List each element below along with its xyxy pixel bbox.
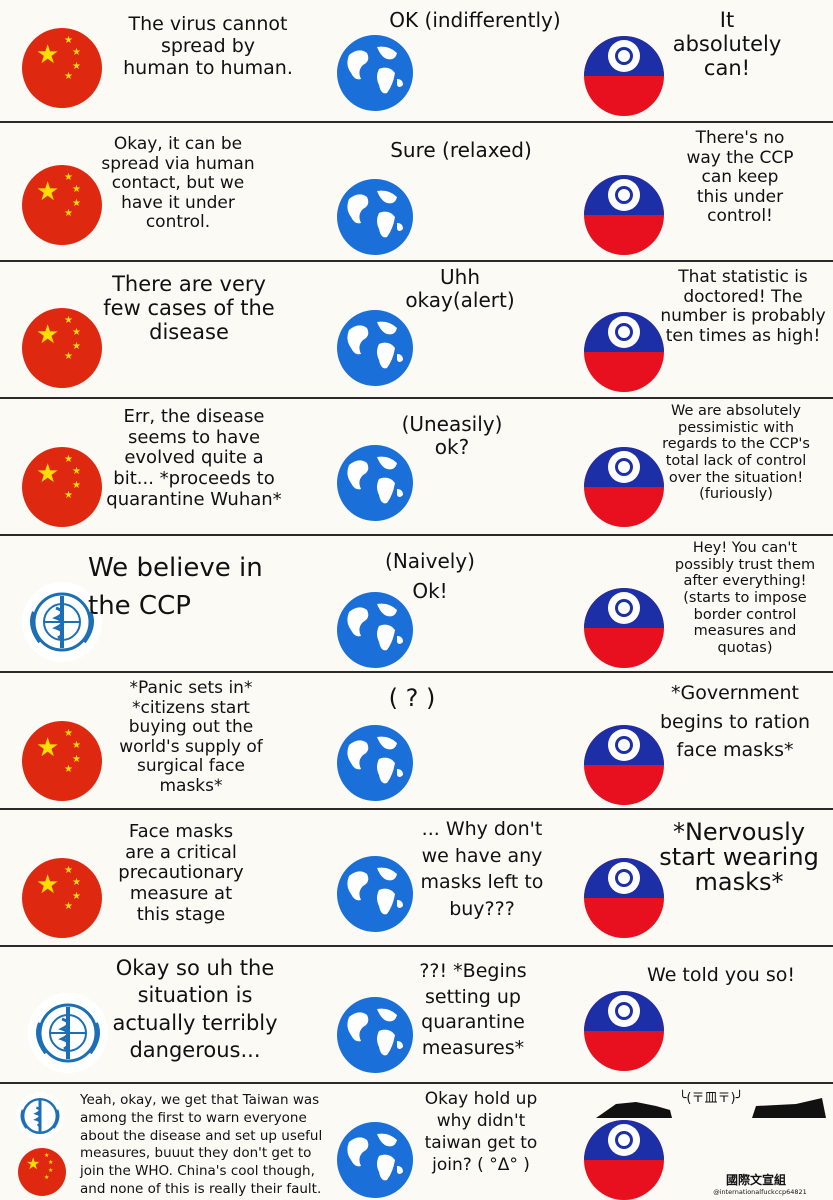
- who-speech: We believe in the CCP: [88, 553, 263, 621]
- china-flag-icon: ★ ★ ★ ★ ★: [22, 447, 102, 527]
- world-speech: Okay hold up why didn't taiwan get to jo…: [424, 1089, 538, 1176]
- watermark: 國際文宣組: [725, 1173, 786, 1187]
- taiwan-emote: ╰(〒皿〒)╯: [678, 1091, 744, 1106]
- china-flag-icon: ★ ★ ★ ★ ★: [22, 308, 102, 388]
- world-speech: Sure (relaxed): [390, 138, 532, 162]
- taiwan-speech: It absolutely can!: [672, 8, 782, 81]
- globe-icon: [337, 592, 413, 668]
- china-speech: *Panic sets in* *citizens start buying o…: [119, 678, 263, 796]
- china-flag-icon: ★ ★ ★ ★ ★: [22, 721, 102, 801]
- panel-9: ★ ★ ★ ★ ★ Yeah, okay, we get that Taiwan…: [0, 1082, 833, 1200]
- china-speech: Okay, it can be spread via human contact…: [101, 134, 255, 233]
- taiwan-speech: We are absolutely pessimistic with regar…: [662, 403, 810, 503]
- china-speech: The virus cannot spread by human to huma…: [123, 13, 293, 79]
- world-speech: OK (indifferently): [389, 8, 561, 32]
- taiwan-flag-icon: [584, 36, 664, 116]
- china-speech: There are very few cases of the disease: [103, 272, 275, 345]
- who-emblem-icon: [22, 582, 102, 662]
- globe-icon: [337, 310, 413, 386]
- taiwan-flag-icon: [584, 588, 664, 668]
- taiwan-flag-icon: [584, 991, 664, 1071]
- globe-icon: [337, 1122, 413, 1198]
- panel-6: ★ ★ ★ ★ ★ *Panic sets in* *citizens star…: [0, 671, 833, 808]
- taiwan-speech: We told you so!: [647, 964, 795, 986]
- china-flag-icon: ★ ★ ★ ★ ★: [18, 1148, 66, 1196]
- taiwan-flag-icon: [584, 725, 664, 805]
- globe-icon: [337, 997, 413, 1073]
- world-speech: ??! *Begins setting up quarantine measur…: [419, 960, 527, 1059]
- panel-5: We believe in the CCP (Naively) Ok! Hey!…: [0, 534, 833, 671]
- taiwan-flag-icon: [584, 858, 664, 938]
- who-emblem-icon: [28, 993, 108, 1073]
- who-speech: Okay so uh the situation is actually ter…: [112, 956, 278, 1062]
- panel-4: ★ ★ ★ ★ ★ Err, the disease seems to have…: [0, 397, 833, 534]
- china-flag-icon: ★ ★ ★ ★ ★: [22, 858, 102, 938]
- watermark-handle: @internationalfuckccp64821: [713, 1188, 807, 1196]
- china-speech: Err, the disease seems to have evolved q…: [106, 406, 282, 510]
- panel-3: ★ ★ ★ ★ ★ There are very few cases of th…: [0, 260, 833, 397]
- taiwan-speech: That statistic is doctored! The number i…: [660, 267, 826, 346]
- world-speech: Uhh okay(alert): [405, 265, 515, 312]
- globe-icon: [337, 725, 413, 801]
- panel-2: ★ ★ ★ ★ ★ Okay, it can be spread via hum…: [0, 121, 833, 260]
- taiwan-speech: *Government begins to ration face masks*: [659, 682, 811, 761]
- table-flip-shape: [596, 1098, 826, 1118]
- globe-icon: [337, 445, 413, 521]
- taiwan-speech: There's no way the CCP can keep this und…: [686, 128, 794, 227]
- globe-icon: [337, 179, 413, 255]
- panel-8: Okay so uh the situation is actually ter…: [0, 945, 833, 1082]
- world-speech: (Uneasily) ok?: [401, 412, 503, 459]
- taiwan-speech: *Nervously start wearing masks*: [659, 818, 819, 897]
- panel-7: ★ ★ ★ ★ ★ Face masks are a critical prec…: [0, 808, 833, 945]
- world-speech: ( ? ): [388, 684, 436, 712]
- taiwan-speech: Hey! You can't possibly trust them after…: [674, 540, 816, 657]
- panel-1: ★ ★ ★ ★ ★ The virus cannot spread by hum…: [0, 0, 833, 121]
- china-flag-icon: ★ ★ ★ ★ ★: [22, 28, 102, 108]
- taiwan-flag-icon: [584, 175, 664, 255]
- taiwan-flag-icon: [584, 447, 664, 527]
- who-emblem-icon: [16, 1092, 64, 1140]
- world-speech: (Naively) Ok!: [385, 549, 475, 603]
- china-speech: Face masks are a critical precautionary …: [118, 821, 244, 925]
- who-speech: Yeah, okay, we get that Taiwan was among…: [80, 1092, 323, 1198]
- taiwan-flag-icon: [584, 1120, 664, 1200]
- globe-icon: [337, 35, 413, 111]
- china-flag-icon: ★ ★ ★ ★ ★: [22, 165, 102, 245]
- taiwan-flag-icon: [584, 312, 664, 392]
- globe-icon: [337, 856, 413, 932]
- world-speech: ... Why don't we have any masks left to …: [420, 818, 544, 920]
